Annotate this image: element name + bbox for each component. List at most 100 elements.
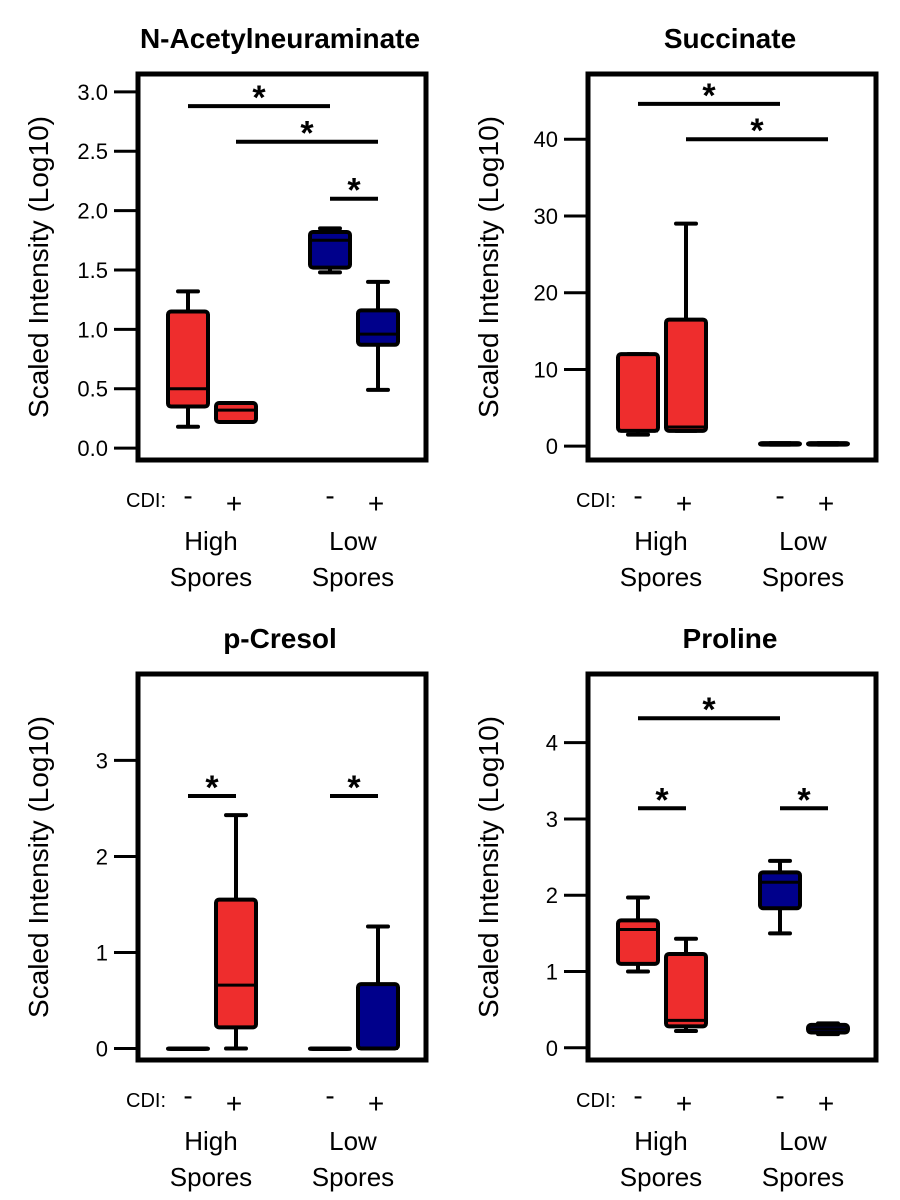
box-1: [166, 289, 210, 429]
cdi-label: CDI:: [126, 490, 166, 512]
cdi-sign: +: [676, 488, 692, 519]
group-label-line1: High: [634, 526, 687, 556]
y-tick-label: 30: [534, 204, 558, 229]
group-label-line1: Low: [779, 526, 827, 556]
y-tick-label: 0.5: [77, 377, 108, 402]
box-iqr: [308, 229, 352, 270]
y-tick-label: 0.0: [77, 436, 108, 461]
y-tick-label: 2: [96, 844, 108, 869]
y-tick-label: 1: [546, 960, 558, 985]
group-label-line2: Spores: [312, 562, 394, 592]
y-tick-label: 2.0: [77, 199, 108, 224]
significance-star: *: [347, 769, 361, 807]
y-tick-label: 1.5: [77, 258, 108, 283]
group-label-line1: Low: [329, 526, 377, 556]
y-tick-label: 0: [546, 434, 558, 459]
box-iqr: [664, 317, 708, 433]
box-1: [616, 895, 660, 974]
cdi-sign: +: [368, 488, 384, 519]
box-4: [356, 279, 400, 392]
box-3: [758, 858, 802, 936]
significance-star: *: [205, 769, 219, 807]
y-axis-label: Scaled Intensity (Log10): [473, 716, 504, 1018]
y-tick-label: 1.0: [77, 317, 108, 342]
cdi-sign: -: [633, 480, 642, 511]
box-2: [664, 221, 708, 433]
cdi-label: CDI:: [126, 1090, 166, 1112]
significance-star: *: [702, 77, 716, 115]
box-iqr: [166, 309, 210, 409]
box-iqr: [616, 918, 660, 966]
plot-frame: [585, 671, 879, 1063]
box-iqr: [616, 352, 660, 433]
y-tick-label: 0: [546, 1036, 558, 1061]
cdi-sign: -: [775, 1080, 784, 1111]
group-label-line2: Spores: [170, 562, 252, 592]
cdi-sign: -: [325, 480, 334, 511]
group-label-line1: Low: [779, 1126, 827, 1156]
box-3: [308, 226, 352, 275]
cdi-sign: +: [226, 488, 242, 519]
y-axis-label: Scaled Intensity (Log10): [473, 116, 504, 418]
chart-title: p-Cresol: [223, 623, 337, 654]
box-2: [214, 813, 258, 1051]
chart-panel-1: N-Acetylneuraminate Scaled Intensity (Log…: [23, 23, 429, 592]
cdi-sign: -: [775, 480, 784, 511]
y-tick-label: 20: [534, 281, 558, 306]
y-tick-label: 4: [546, 731, 558, 756]
box-3: [308, 1046, 352, 1051]
group-label-line2: Spores: [762, 562, 844, 592]
cdi-sign: -: [325, 1080, 334, 1111]
group-label-line2: Spores: [762, 1162, 844, 1192]
significance-star: *: [655, 781, 669, 819]
box-iqr: [214, 897, 258, 1030]
plot-frame: [135, 71, 429, 463]
y-tick-label: 0: [96, 1036, 108, 1061]
group-label-line1: High: [184, 526, 237, 556]
significance-star: *: [702, 691, 716, 729]
box-3: [758, 441, 802, 447]
group-label-line2: Spores: [170, 1162, 252, 1192]
group-label-line2: Spores: [312, 1162, 394, 1192]
box-iqr: [664, 951, 708, 1029]
chart-panel-4: Proline Scaled Intensity (Log10) 0 1 2 3 4 * * * C…: [473, 623, 879, 1192]
chart-panel-3: p-Cresol Scaled Intensity (Log10) 0 1 2 3 * * CD…: [23, 623, 429, 1192]
y-tick-label: 3.0: [77, 80, 108, 105]
box-4: [806, 441, 850, 447]
cdi-sign: -: [183, 1080, 192, 1111]
cdi-sign: +: [676, 1088, 692, 1119]
chart-title: Succinate: [664, 23, 796, 54]
cdi-label: CDI:: [576, 1090, 616, 1112]
y-tick-label: 1: [96, 940, 108, 965]
cdi-sign: +: [368, 1088, 384, 1119]
y-tick-label: 3: [96, 748, 108, 773]
box-2: [214, 400, 258, 424]
cdi-sign: -: [183, 480, 192, 511]
significance-star: *: [797, 781, 811, 819]
group-label-line1: High: [184, 1126, 237, 1156]
y-tick-label: 2.5: [77, 139, 108, 164]
y-tick-label: 3: [546, 807, 558, 832]
significance-star: *: [750, 112, 764, 150]
group-label-line1: Low: [329, 1126, 377, 1156]
significance-star: *: [300, 115, 314, 153]
cdi-sign: -: [633, 1080, 642, 1111]
box-4: [806, 1021, 850, 1037]
y-tick-label: 2: [546, 883, 558, 908]
cdi-sign: +: [818, 488, 834, 519]
significance-star: *: [347, 172, 361, 210]
cdi-label: CDI:: [576, 490, 616, 512]
group-label-line1: High: [634, 1126, 687, 1156]
box-1: [616, 352, 660, 437]
group-label-line2: Spores: [620, 1162, 702, 1192]
y-axis-label: Scaled Intensity (Log10): [23, 116, 54, 418]
y-tick-label: 10: [534, 357, 558, 382]
significance-star: *: [252, 79, 266, 117]
cdi-sign: +: [226, 1088, 242, 1119]
box-4: [356, 924, 400, 1051]
plot-frame: [585, 71, 879, 463]
chart-title: N-Acetylneuraminate: [140, 23, 420, 54]
box-1: [166, 1046, 210, 1051]
chart-panel-2: Succinate Scaled Intensity (Log10) 0 10 20 30…: [473, 23, 879, 592]
